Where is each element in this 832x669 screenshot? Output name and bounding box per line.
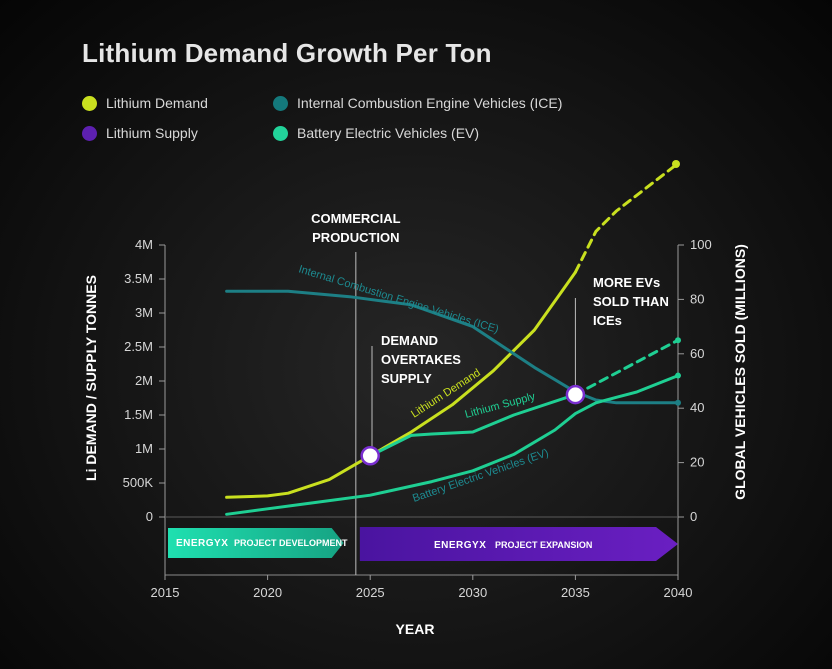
curve-label-ice: Internal Combustion Engine Vehicles (ICE… xyxy=(297,263,500,335)
legend-label-lithium-supply: Lithium Supply xyxy=(106,125,198,141)
series-lithium-supply-projection xyxy=(573,338,680,397)
y-left-tick-label: 3.5M xyxy=(124,271,153,286)
y-right-tick-label: 60 xyxy=(690,346,704,361)
y-right-tick-label: 80 xyxy=(690,291,704,306)
phase-brand-energyx: ENERGYX xyxy=(434,540,486,551)
y-left-tick-label: 3M xyxy=(135,305,153,320)
series-lithium-supply-end-dot xyxy=(675,337,681,344)
y-left-tick-label: 2.5M xyxy=(124,339,153,354)
annotation-demand-overtakes-supply: OVERTAKES xyxy=(381,352,461,367)
annotation-demand-overtakes-supply: DEMAND xyxy=(381,333,438,348)
annotation-more-evs: ICEs xyxy=(593,313,622,328)
y-right-tick-label: 40 xyxy=(690,400,704,415)
legend-swatch-lithium-supply xyxy=(82,125,97,141)
legend-item-ice: Internal Combustion Engine Vehicles (ICE… xyxy=(273,95,562,111)
series-lithium-demand-projection xyxy=(573,161,680,274)
legend-item-lithium-supply: Lithium Supply xyxy=(82,125,198,141)
series-lithium-demand-end-dot xyxy=(672,160,680,168)
marker-demand-overtakes-supply xyxy=(360,446,380,466)
series-ice-end-dot xyxy=(675,399,681,406)
legend-swatch-ev xyxy=(273,125,288,141)
y-left-tick-label: 0 xyxy=(146,509,153,524)
y-left-tick-label: 1.5M xyxy=(124,407,153,422)
legend-label-ev: Battery Electric Vehicles (EV) xyxy=(297,125,480,141)
x-tick-label: 2040 xyxy=(664,585,693,600)
y-right-tick-label: 0 xyxy=(690,509,697,524)
y-right-axis-title: GLOBAL VEHICLES SOLD (MILLIONS) xyxy=(732,244,748,500)
annotation-commercial-production-line2: PRODUCTION xyxy=(312,230,399,245)
phase-brand-energyx: ENERGYX xyxy=(176,538,228,549)
x-axis-title: YEAR xyxy=(396,621,435,637)
legend-label-ice: Internal Combustion Engine Vehicles (ICE… xyxy=(297,95,563,111)
y-left-axis-title: Li DEMAND / SUPPLY TONNES xyxy=(83,275,99,481)
phase-banner-project-expansion xyxy=(359,527,678,561)
legend-swatch-lithium-demand xyxy=(82,95,97,111)
series-ev-end-dot xyxy=(675,372,681,379)
y-left-tick-label: 500K xyxy=(123,475,154,490)
y-left-tick-label: 4M xyxy=(135,237,153,252)
phase-label-project-expansion: PROJECT EXPANSION xyxy=(495,540,592,550)
phase-label-project-development: PROJECT DEVELOPMENT xyxy=(234,538,348,548)
legend-item-lithium-demand: Lithium Demand xyxy=(82,95,208,111)
x-tick-label: 2025 xyxy=(356,585,385,600)
x-tick-label: 2035 xyxy=(561,585,590,600)
chart-title: Lithium Demand Growth Per Ton xyxy=(82,38,492,68)
curve-label-lithium-supply: Lithium Supply xyxy=(464,391,537,421)
series-ev-line xyxy=(225,374,680,516)
marker-more-evs-than-ice xyxy=(565,384,586,405)
x-tick-label: 2020 xyxy=(253,585,282,600)
series-lithium-supply-line xyxy=(368,393,577,458)
phase-banner-project-development xyxy=(168,528,344,558)
y-left-tick-label: 1M xyxy=(135,441,153,456)
series-ice-line xyxy=(225,289,680,405)
y-left-tick-label: 2M xyxy=(135,373,153,388)
legend-swatch-ice xyxy=(273,95,288,111)
curve-label-ev: Battery Electric Vehicles (EV) xyxy=(411,447,550,505)
annotation-demand-overtakes-supply: SUPPLY xyxy=(381,371,432,386)
legend-item-ev: Battery Electric Vehicles (EV) xyxy=(273,125,479,141)
x-tick-label: 2030 xyxy=(458,585,487,600)
legend-label-lithium-demand: Lithium Demand xyxy=(106,95,208,111)
y-right-tick-label: 20 xyxy=(690,455,704,470)
annotation-more-evs: SOLD THAN xyxy=(593,294,669,309)
y-right-tick-label: 100 xyxy=(690,237,712,252)
annotation-more-evs: MORE EVs xyxy=(593,275,660,290)
annotation-commercial-production-line1: COMMERCIAL xyxy=(311,211,401,226)
x-tick-label: 2015 xyxy=(151,585,180,600)
series-lithium-demand-line xyxy=(225,270,577,499)
